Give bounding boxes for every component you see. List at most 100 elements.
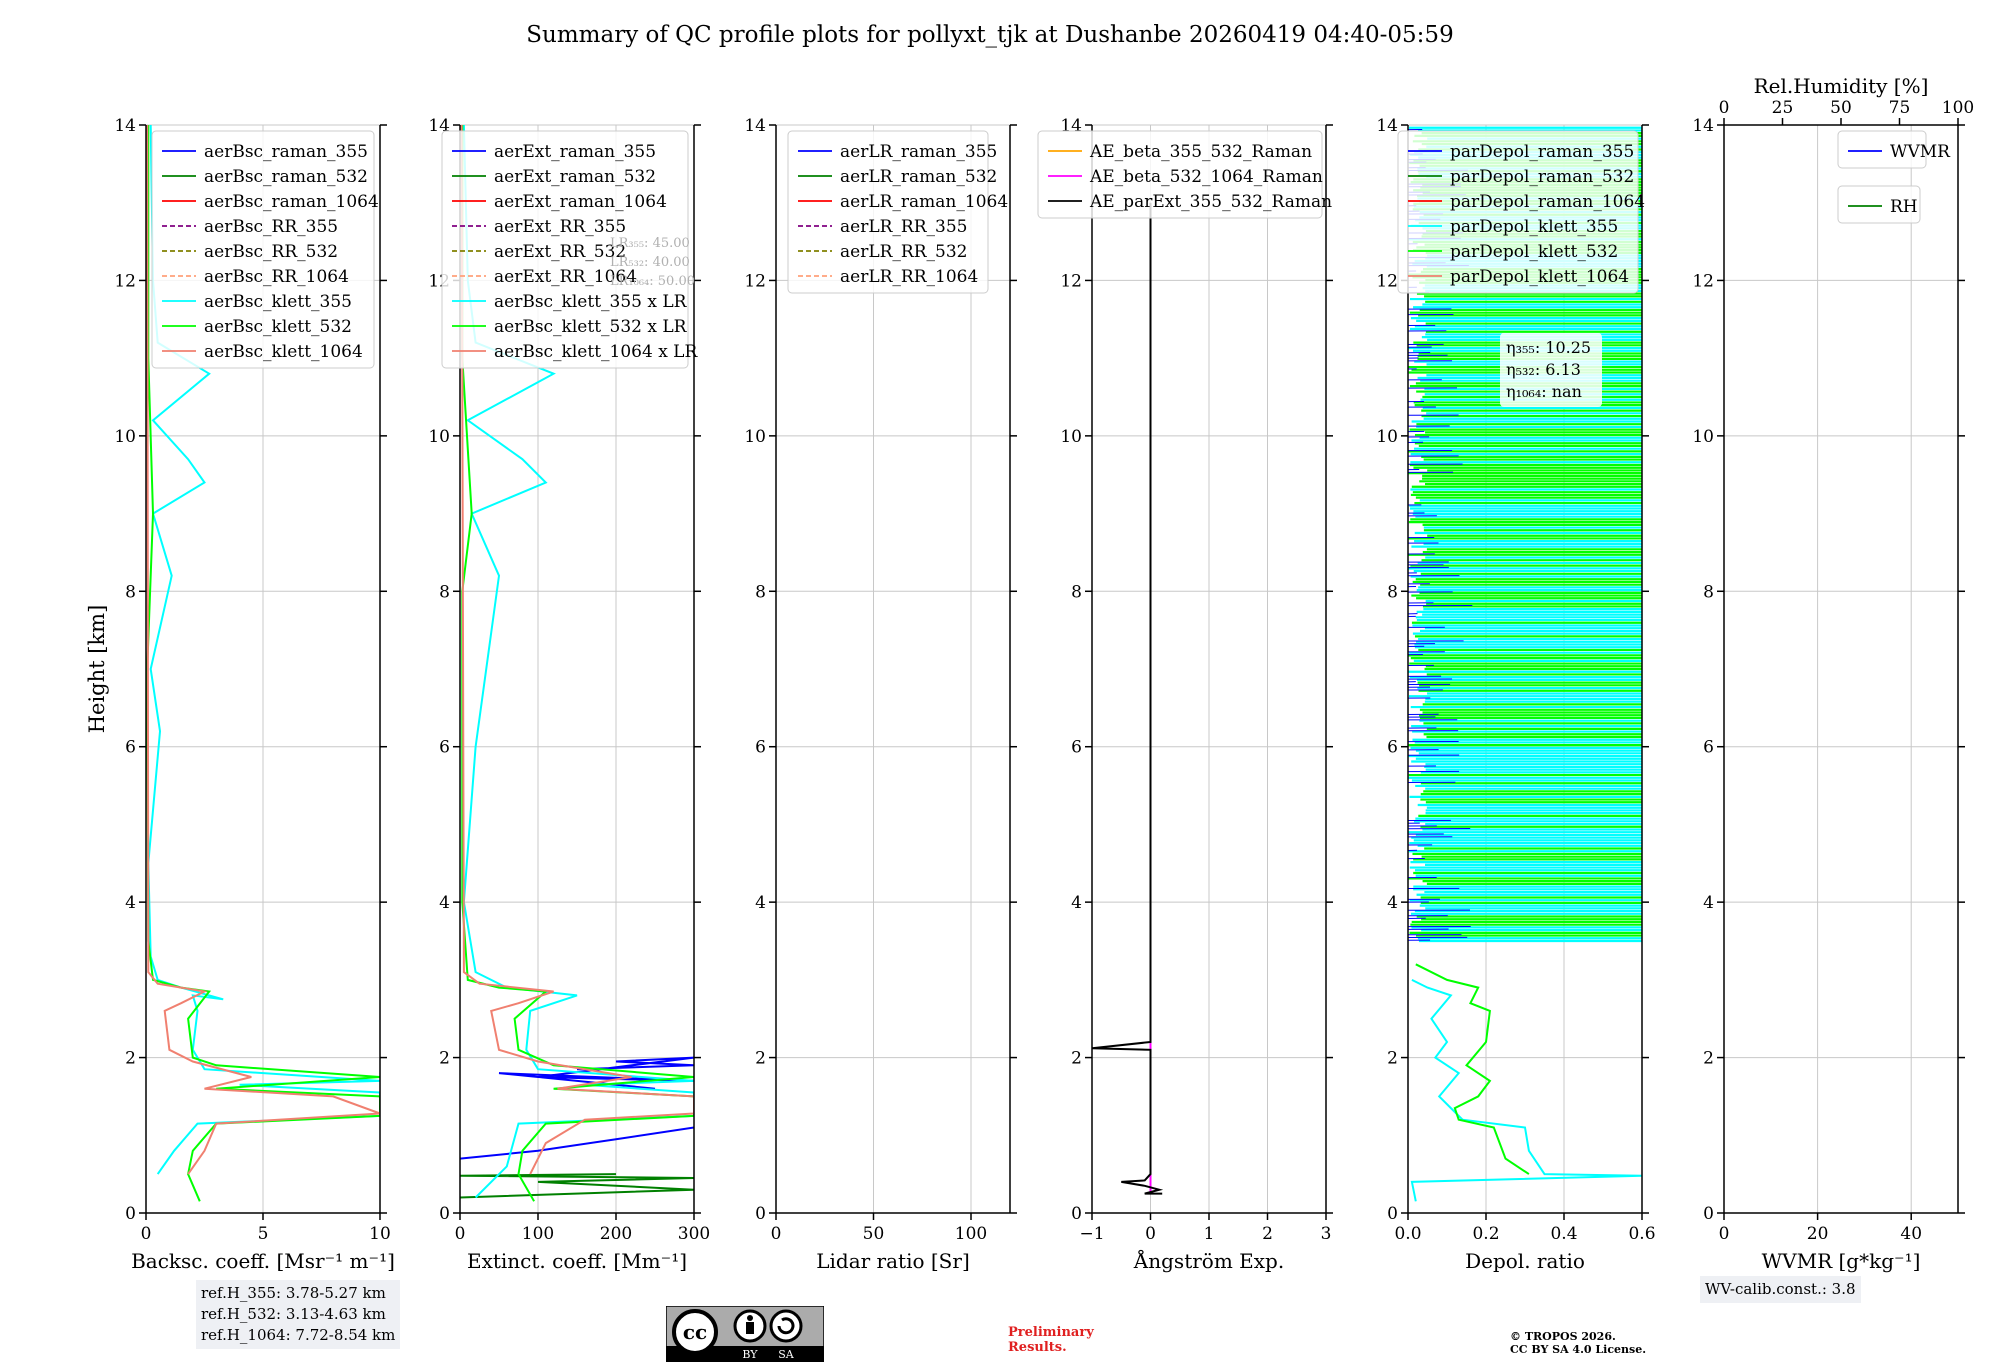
legend: WVMR bbox=[1838, 131, 1951, 168]
y-tick-label: 6 bbox=[755, 738, 766, 758]
series-line bbox=[1412, 980, 1642, 1201]
x-axis-label: WVMR [g*kg⁻¹] bbox=[1762, 1249, 1921, 1273]
y-tick-label: 0 bbox=[125, 1204, 136, 1224]
legend-label: parDepol_raman_355 bbox=[1450, 142, 1634, 162]
series-line bbox=[1092, 203, 1162, 1194]
x-tick-label: 0.4 bbox=[1550, 1224, 1577, 1244]
y-tick-label: 6 bbox=[439, 738, 450, 758]
y-tick-label: 14 bbox=[1376, 116, 1398, 136]
y-tick-label: 10 bbox=[1376, 427, 1398, 447]
x-tick-label: 200 bbox=[600, 1224, 632, 1244]
ref-height-532: ref.H_532: 3.13-4.63 km bbox=[201, 1304, 395, 1325]
cc-mark-text: cc bbox=[683, 1320, 707, 1344]
x-tick-label: 100 bbox=[522, 1224, 554, 1244]
x-tick-label: 0.2 bbox=[1472, 1224, 1499, 1244]
x-tick-label: 0.0 bbox=[1394, 1224, 1421, 1244]
y-tick-label: 2 bbox=[1703, 1049, 1714, 1069]
y-tick-label: 10 bbox=[744, 427, 766, 447]
top-x-tick-label: 100 bbox=[1942, 98, 1974, 118]
legend-label: aerExt_raman_1064 bbox=[494, 192, 667, 212]
legend-label: aerLR_RR_532 bbox=[840, 242, 967, 262]
legend-label: aerBsc_klett_532 x LR bbox=[494, 317, 688, 337]
y-tick-label: 4 bbox=[1071, 893, 1082, 913]
x-tick-label: 300 bbox=[678, 1224, 710, 1244]
y-tick-label: 12 bbox=[114, 271, 136, 291]
y-axis-label: Height [km] bbox=[85, 605, 109, 734]
tropos-copyright: © TROPOS 2026. CC BY SA 4.0 License. bbox=[1510, 1330, 1646, 1356]
ref-height-355: ref.H_355: 3.78-5.27 km bbox=[201, 1283, 395, 1304]
eta-label: η₅₃₂: 6.13 bbox=[1506, 360, 1581, 379]
y-tick-label: 4 bbox=[755, 893, 766, 913]
x-tick-label: 0 bbox=[771, 1224, 782, 1244]
y-tick-label: 8 bbox=[755, 582, 766, 602]
x-axis-label: Lidar ratio [Sr] bbox=[816, 1249, 970, 1273]
legend-label: aerBsc_RR_1064 bbox=[204, 267, 349, 287]
tropos-line-1: © TROPOS 2026. bbox=[1510, 1330, 1646, 1343]
lr-label: LR₅₃₂: 40.00 bbox=[610, 255, 690, 270]
x-tick-label: 1 bbox=[1204, 1224, 1215, 1244]
top-x-axis-label: Rel.Humidity [%] bbox=[1754, 74, 1929, 98]
eta-label: η₃₅₅: 10.25 bbox=[1506, 338, 1591, 357]
legend-label: aerBsc_klett_1064 x LR bbox=[494, 342, 698, 362]
x-tick-label: 20 bbox=[1807, 1224, 1829, 1244]
x-axis-label: Ångström Exp. bbox=[1133, 1248, 1284, 1273]
y-tick-label: 0 bbox=[1071, 1204, 1082, 1224]
y-tick-label: 6 bbox=[1703, 738, 1714, 758]
legend-label: parDepol_raman_1064 bbox=[1450, 192, 1645, 212]
tropos-line-2: CC BY SA 4.0 License. bbox=[1510, 1343, 1646, 1356]
x-tick-label: 2 bbox=[1262, 1224, 1273, 1244]
x-tick-label: 0 bbox=[1719, 1224, 1730, 1244]
y-tick-label: 0 bbox=[439, 1204, 450, 1224]
y-tick-label: 0 bbox=[755, 1204, 766, 1224]
legend-rh: RH bbox=[1838, 186, 1920, 223]
x-tick-label: 50 bbox=[863, 1224, 885, 1244]
x-axis-label: Backsc. coeff. [Msr⁻¹ m⁻¹] bbox=[131, 1249, 395, 1273]
legend-label: aerLR_raman_355 bbox=[840, 142, 997, 162]
y-tick-label: 4 bbox=[439, 893, 450, 913]
y-tick-label: 10 bbox=[1692, 427, 1714, 447]
legend-label: aerExt_RR_355 bbox=[494, 217, 626, 237]
legend-label: aerBsc_RR_532 bbox=[204, 242, 338, 262]
y-tick-label: 10 bbox=[1060, 427, 1082, 447]
y-tick-label: 6 bbox=[1071, 738, 1082, 758]
legend-label: aerExt_raman_355 bbox=[494, 142, 656, 162]
x-tick-label: 0 bbox=[455, 1224, 466, 1244]
legend-label: AE_beta_532_1064_Raman bbox=[1089, 167, 1323, 187]
legend-label: aerLR_raman_532 bbox=[840, 167, 997, 187]
legend-label: aerBsc_raman_355 bbox=[204, 142, 368, 162]
x-tick-label: 0.6 bbox=[1628, 1224, 1655, 1244]
legend-label: aerExt_raman_532 bbox=[494, 167, 656, 187]
y-tick-label: 8 bbox=[1703, 582, 1714, 602]
y-tick-label: 2 bbox=[439, 1049, 450, 1069]
x-axis-label: Extinct. coeff. [Mm⁻¹] bbox=[467, 1249, 687, 1273]
cc-sa-text: SA bbox=[778, 1348, 795, 1361]
legend-label: aerLR_RR_1064 bbox=[840, 267, 978, 287]
x-tick-label: 100 bbox=[955, 1224, 987, 1244]
legend-label: aerBsc_raman_1064 bbox=[204, 192, 379, 212]
y-tick-label: 2 bbox=[125, 1049, 136, 1069]
legend: aerBsc_raman_355aerBsc_raman_532aerBsc_r… bbox=[152, 131, 379, 368]
wv-calib-const: WV-calib.const.: 3.8 bbox=[1705, 1279, 1856, 1300]
legend-label: aerExt_RR_532 bbox=[494, 242, 626, 262]
y-tick-label: 2 bbox=[755, 1049, 766, 1069]
legend-label: WVMR bbox=[1890, 142, 1951, 162]
legend-label: aerBsc_klett_532 bbox=[204, 317, 352, 337]
y-tick-label: 12 bbox=[1376, 271, 1398, 291]
y-tick-label: 2 bbox=[1387, 1049, 1398, 1069]
legend-label: parDepol_klett_1064 bbox=[1450, 267, 1629, 287]
ref-height-1064: ref.H_1064: 7.72-8.54 km bbox=[201, 1325, 395, 1346]
reference-height-box: ref.H_355: 3.78-5.27 km ref.H_532: 3.13-… bbox=[196, 1280, 400, 1349]
x-tick-label: 5 bbox=[258, 1224, 269, 1244]
y-tick-label: 2 bbox=[1071, 1049, 1082, 1069]
legend-label: parDepol_klett_532 bbox=[1450, 242, 1618, 262]
legend-label: aerBsc_klett_1064 bbox=[204, 342, 363, 362]
y-tick-label: 4 bbox=[1703, 893, 1714, 913]
series-line bbox=[460, 1128, 694, 1159]
x-axis-label: Depol. ratio bbox=[1465, 1249, 1585, 1273]
